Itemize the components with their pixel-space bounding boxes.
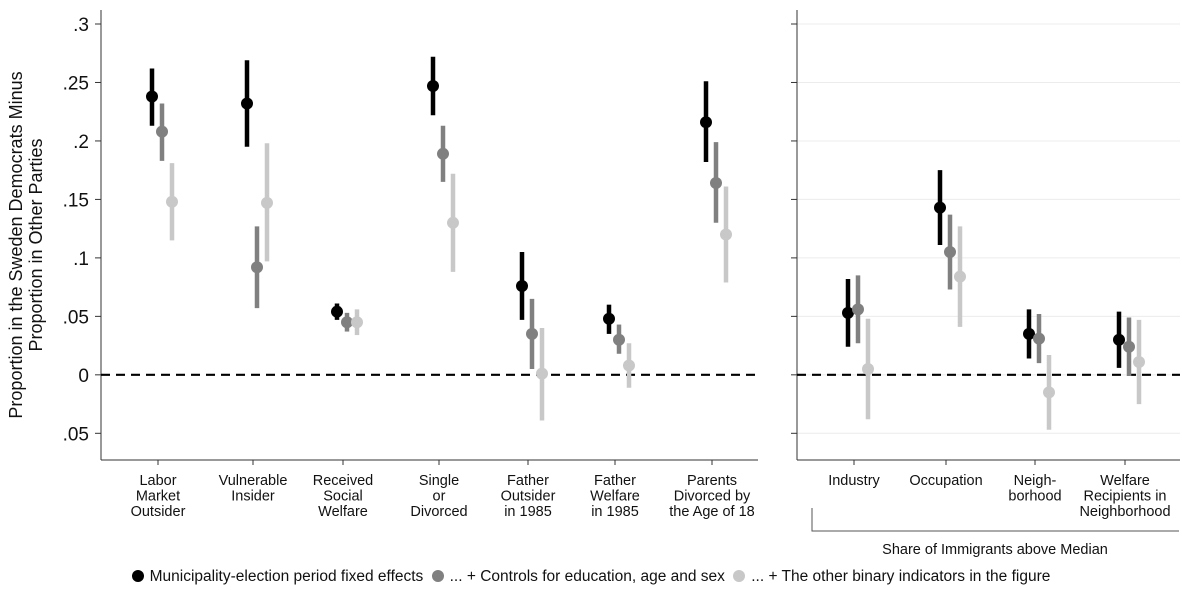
point-estimate (603, 312, 615, 325)
y-tick-label: .3 (73, 15, 89, 36)
point-estimate (1033, 332, 1045, 345)
point-estimate (1043, 386, 1055, 399)
x-tick-label-line: Labor (139, 473, 176, 489)
y-tick-label: 0 (78, 366, 89, 387)
x-tick-label-line: Divorced (410, 504, 467, 520)
x-tick-label-line: in 1985 (504, 504, 552, 520)
x-tick-label-line: Father (507, 473, 549, 489)
x-tick-label-line: Single (419, 473, 459, 489)
point-estimate (516, 279, 528, 292)
x-tick-label-line: Vulnerable (219, 473, 288, 489)
y-axis-label-line-1: Proportion in the Sweden Democrats Minus (6, 71, 26, 418)
y-tick-label: .15 (63, 190, 89, 211)
x-tick-label: Neigh-borhood (1008, 473, 1061, 505)
point-estimate (261, 196, 273, 209)
coefficient-plot: .05 0 .05 .1 .15 .2 .25 .3 Proportion in the Swe… (6, 10, 1180, 558)
point-estimate (341, 316, 353, 329)
group-bracket (811, 508, 1179, 532)
x-tick-label: Welfare Recipients in Neighborhood (1079, 473, 1170, 520)
point-estimate (842, 306, 854, 319)
legend: Municipality-election period fixed effec… (0, 568, 1182, 586)
point-estimate (700, 116, 712, 129)
point-estimate (536, 367, 548, 380)
y-axis-label-line-2: Proportion in Other Parties (26, 138, 46, 351)
point-estimate (1023, 327, 1035, 340)
x-tick-label: Father Welfare in 1985 (590, 473, 640, 520)
point-estimate (437, 147, 449, 160)
legend-label-fixed-effects: Municipality-election period fixed effec… (149, 568, 424, 585)
x-tick-label-line: Social (323, 489, 363, 505)
y-axis-label: Proportion in the Sweden Democrats Minus… (6, 71, 46, 418)
x-tick-label-line: Market (136, 489, 180, 505)
x-tick-label-line: Recipients in (1083, 489, 1166, 505)
point-estimate (166, 195, 178, 208)
group-caption: Share of Immigrants above Median (882, 542, 1108, 558)
point-estimate (146, 90, 158, 103)
x-tick-label-line: the Age of 18 (669, 504, 754, 520)
x-tick-label-line: in 1985 (591, 504, 639, 520)
x-tick-label-line: Insider (231, 489, 275, 505)
x-tick-label-line: or (433, 489, 446, 505)
point-estimate (954, 270, 966, 283)
point-estimate (710, 177, 722, 190)
point-estimate (351, 316, 363, 329)
x-tick-label-line: Welfare (1100, 473, 1150, 489)
point-estimate (427, 79, 439, 92)
x-tick-label: Labor Market Outsider (131, 473, 186, 520)
point-estimate (241, 97, 253, 110)
x-tick-label: Received Social Welfare (313, 473, 373, 520)
legend-item-controls: ... + Controls for education, age and se… (431, 568, 725, 586)
x-tick-label-line: Industry (828, 473, 880, 489)
point-estimate (934, 201, 946, 214)
legend-marker-fixed-effects (131, 570, 144, 582)
x-tick-label-line: Welfare (318, 504, 368, 520)
x-tick-label-line: Outsider (131, 504, 186, 520)
x-tick-label-line: Received (313, 473, 373, 489)
point-estimate (1113, 333, 1125, 346)
point-estimate (526, 327, 538, 340)
y-tick-label: .05 (63, 424, 89, 445)
x-tick-label: Father Outsider in 1985 (501, 473, 556, 520)
y-tick-label: .05 (63, 307, 89, 328)
point-estimate (944, 246, 956, 259)
x-tick-label: Parents Divorced by the Age of 18 (669, 473, 754, 520)
x-tick-label-line: Outsider (501, 489, 556, 505)
x-tick-label-line: Parents (687, 473, 737, 489)
x-tick-label: Industry (828, 473, 880, 489)
legend-marker-other-indicators (733, 570, 746, 582)
x-tick-label-line: Welfare (590, 489, 640, 505)
x-tick-label-line: Divorced by (674, 489, 751, 505)
point-estimate (156, 125, 168, 138)
y-tick-label: .1 (73, 249, 89, 270)
x-tick-label-line: Neigh- (1014, 473, 1057, 489)
point-estimate (447, 216, 459, 229)
y-tick-label: .25 (63, 73, 89, 94)
legend-label-controls: ... + Controls for education, age and se… (449, 568, 725, 585)
point-estimate (331, 305, 343, 318)
x-tick-label: Single or Divorced (410, 473, 467, 520)
point-estimate (251, 261, 263, 274)
point-estimate (1123, 340, 1135, 353)
legend-item-fixed-effects: Municipality-election period fixed effec… (131, 568, 424, 586)
x-tick-label-line: Father (594, 473, 636, 489)
x-tick-label-line: Occupation (909, 473, 982, 489)
legend-label-other-indicators: ... + The other binary indicators in the… (751, 568, 1051, 585)
x-tick-label: Vulnerable Insider (219, 473, 288, 505)
y-tick-label: .2 (73, 132, 89, 153)
point-estimate (720, 228, 732, 241)
legend-marker-controls (431, 570, 444, 582)
x-tick-label-line: Neighborhood (1079, 504, 1170, 520)
point-estimate (862, 362, 874, 375)
point-estimate (613, 333, 625, 346)
x-tick-label: Occupation (909, 473, 982, 489)
legend-item-other-indicators: ... + The other binary indicators in the… (733, 568, 1050, 586)
point-estimate (852, 303, 864, 316)
point-estimate (623, 359, 635, 372)
point-estimate (1133, 355, 1145, 368)
x-tick-label-line: borhood (1008, 489, 1061, 505)
